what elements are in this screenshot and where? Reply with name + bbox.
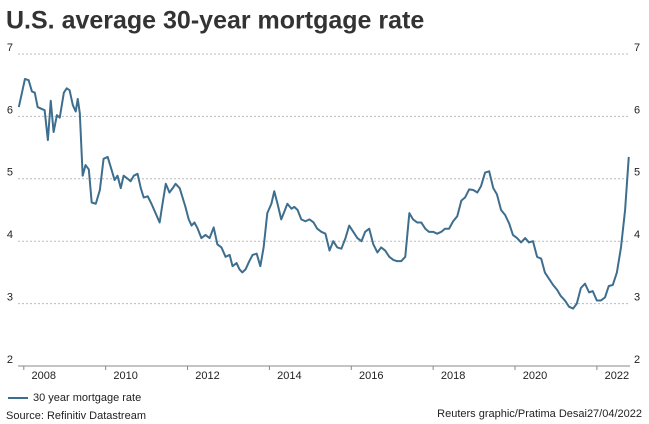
- x-tick-label: 2018: [441, 370, 465, 382]
- y-tick-label: 7: [7, 42, 13, 54]
- y2-tick-label: 4: [634, 229, 640, 241]
- x-tick-label: 2016: [359, 370, 383, 382]
- x-tick-label: 2010: [113, 370, 137, 382]
- x-tick-label: 2012: [195, 370, 219, 382]
- y-tick-label: 6: [7, 104, 13, 116]
- x-tick-label: 2008: [32, 370, 56, 382]
- y-tick-label: 2: [7, 354, 13, 366]
- legend-label: 30 year mortgage rate: [33, 392, 141, 404]
- chart-title: U.S. average 30-year mortgage rate: [6, 7, 424, 35]
- x-tick-label: 2022: [605, 370, 629, 382]
- y2-tick-label: 7: [634, 42, 640, 54]
- y-tick-label: 3: [7, 292, 13, 304]
- x-tick-label: 2014: [277, 370, 301, 382]
- y2-tick-label: 2: [634, 354, 640, 366]
- source: Source: Refinitiv Datastream: [6, 410, 146, 422]
- y-tick-label: 4: [7, 229, 13, 241]
- y2-tick-label: 6: [634, 104, 640, 116]
- y2-tick-label: 5: [634, 167, 640, 179]
- credit: Reuters graphic/Pratima Desai27/04/2022: [437, 408, 642, 420]
- line-series: [17, 77, 630, 310]
- y2-tick-label: 3: [634, 292, 640, 304]
- y-tick-label: 5: [7, 167, 13, 179]
- x-tick-label: 2020: [523, 370, 547, 382]
